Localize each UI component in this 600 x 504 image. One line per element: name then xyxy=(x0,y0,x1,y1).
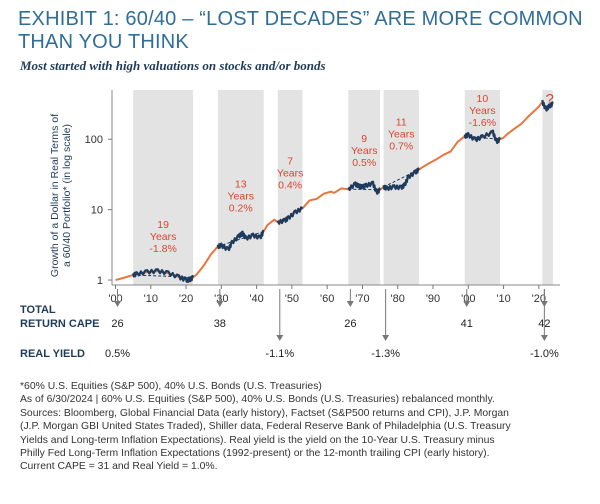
real-yield-value: -1.1% xyxy=(265,348,294,360)
marker-arrow xyxy=(463,301,471,307)
cape-value: 38 xyxy=(214,318,226,330)
x-tick-label: '80 xyxy=(391,293,405,305)
period-label-word: Years xyxy=(277,167,303,179)
marker-arrow xyxy=(216,301,224,307)
period-trend-line xyxy=(383,169,420,188)
period-trend-line xyxy=(348,188,381,191)
footnote-line: As of 6/30/2024 | 60% U.S. Equities (S&P… xyxy=(20,394,495,406)
lost-decade-segment xyxy=(216,229,265,252)
y-tick-label: 100 xyxy=(85,134,103,146)
data-series xyxy=(115,99,554,283)
footnote-line: Sources: Bloomberg, Global Financial Dat… xyxy=(20,407,509,419)
period-label-word: Years xyxy=(469,105,495,117)
footnote-line: Current CAPE = 31 and Real Yield = 1.0%. xyxy=(20,461,218,473)
y-axis-title-line-1: Growth of a Dollar in Real Terms of xyxy=(49,114,61,277)
period-label-word: Years xyxy=(351,145,377,157)
period-label-years: 7 xyxy=(287,155,293,167)
period-label-word: Years xyxy=(228,190,254,202)
lost-decade-segment xyxy=(463,129,501,145)
cape-value: 41 xyxy=(461,318,473,330)
marker-arrow xyxy=(346,301,354,307)
cape-row-label-line-2: RETURN CAPE xyxy=(20,318,99,330)
period-label-years: ? xyxy=(545,91,553,108)
period-label-rate: -1.6% xyxy=(469,117,496,129)
x-tick-label: '20 xyxy=(179,293,193,305)
x-tick-label: '70 xyxy=(355,293,369,305)
period-label-rate: 0.2% xyxy=(229,202,253,214)
x-tick-label: '90 xyxy=(426,293,440,305)
period-label-years: 13 xyxy=(235,178,247,190)
shaded-period xyxy=(542,90,553,285)
period-label-word: Years xyxy=(150,231,176,243)
cape-row-label-line-1: TOTAL xyxy=(20,304,56,316)
period-label-years: 10 xyxy=(477,93,489,105)
period-label-word: Years xyxy=(388,129,414,141)
footnote-line: *60% U.S. Equities (S&P 500), 40% U.S. B… xyxy=(20,381,322,392)
real-yield-value: -1.0% xyxy=(530,348,559,360)
y-tick-label: 10 xyxy=(91,205,103,217)
period-label-rate: 0.5% xyxy=(352,157,376,169)
shaded-period xyxy=(277,90,303,285)
x-tick-label: '50 xyxy=(285,293,299,305)
period-label-years: 11 xyxy=(396,117,407,129)
x-tick-label: '10 xyxy=(144,293,158,305)
x-tick-label: '60 xyxy=(320,293,334,305)
footnote-line: Yields and Long-term Inflation Expectati… xyxy=(20,434,495,446)
period-trend-line xyxy=(133,274,194,278)
exhibit-subtitle: Most started with high valuations on sto… xyxy=(20,58,326,73)
y-axis-title-line-2: a 60/40 Portfolio* (in log scale) xyxy=(61,124,73,267)
marker-arrow xyxy=(276,335,284,341)
period-trend-line xyxy=(464,135,501,140)
lost-decade-segment xyxy=(541,99,554,112)
shaded-period xyxy=(464,90,501,285)
period-label-rate: 0.7% xyxy=(389,141,413,153)
y-tick-label: 1 xyxy=(97,275,103,287)
real-yield-value: -1.3% xyxy=(371,348,400,360)
shaded-period xyxy=(133,90,194,285)
x-tick-label: '10 xyxy=(496,293,510,305)
shaded-period xyxy=(217,90,264,285)
footnotes: *60% U.S. Equities (S&P 500), 40% U.S. B… xyxy=(20,380,590,474)
footnote-line: Philly Fed Long-Term Inflation Expectati… xyxy=(20,448,490,460)
period-labels: 19Years-1.8%13Years0.2%7Years0.4%9Years0… xyxy=(149,91,553,255)
marker-arrow xyxy=(540,335,548,341)
cape-value: 26 xyxy=(111,318,123,330)
exhibit-title-line-2: THAN YOU THINK xyxy=(18,31,189,53)
lost-decade-segment xyxy=(132,268,195,283)
period-trend-line xyxy=(217,230,264,247)
exhibit-title-line-1: EXHIBIT 1: 60/40 – “LOST DECADES” ARE MO… xyxy=(18,8,583,30)
marker-arrow xyxy=(114,301,122,307)
exhibit-title: EXHIBIT 1: 60/40 – “LOST DECADES” ARE MO… xyxy=(18,8,588,54)
real-yield-value: 0.5% xyxy=(105,348,130,360)
lost-decade-segment xyxy=(382,167,420,191)
footnote-line: (J.P. Morgan GBI United States Traded), … xyxy=(20,421,511,433)
x-tick-label: '40 xyxy=(249,293,263,305)
marker-arrow xyxy=(382,335,390,341)
real-yield-row-label: REAL YIELD xyxy=(20,348,85,360)
period-label-rate: -1.8% xyxy=(149,243,176,255)
period-label-years: 9 xyxy=(361,133,367,145)
period-label-rate: 0.4% xyxy=(278,179,302,191)
cape-value: 26 xyxy=(344,318,356,330)
period-label-years: 19 xyxy=(157,219,169,231)
